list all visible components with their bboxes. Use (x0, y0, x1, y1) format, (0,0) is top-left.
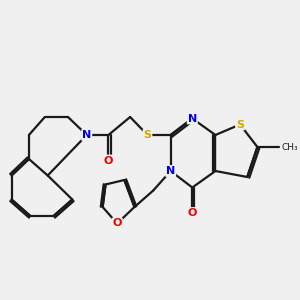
Text: O: O (112, 218, 122, 229)
Text: CH₃: CH₃ (282, 142, 298, 152)
Text: S: S (143, 130, 152, 140)
Text: O: O (188, 208, 197, 218)
Text: N: N (188, 113, 197, 124)
Text: N: N (166, 166, 175, 176)
Text: N: N (82, 130, 92, 140)
Text: O: O (104, 155, 113, 166)
Text: S: S (236, 119, 244, 130)
